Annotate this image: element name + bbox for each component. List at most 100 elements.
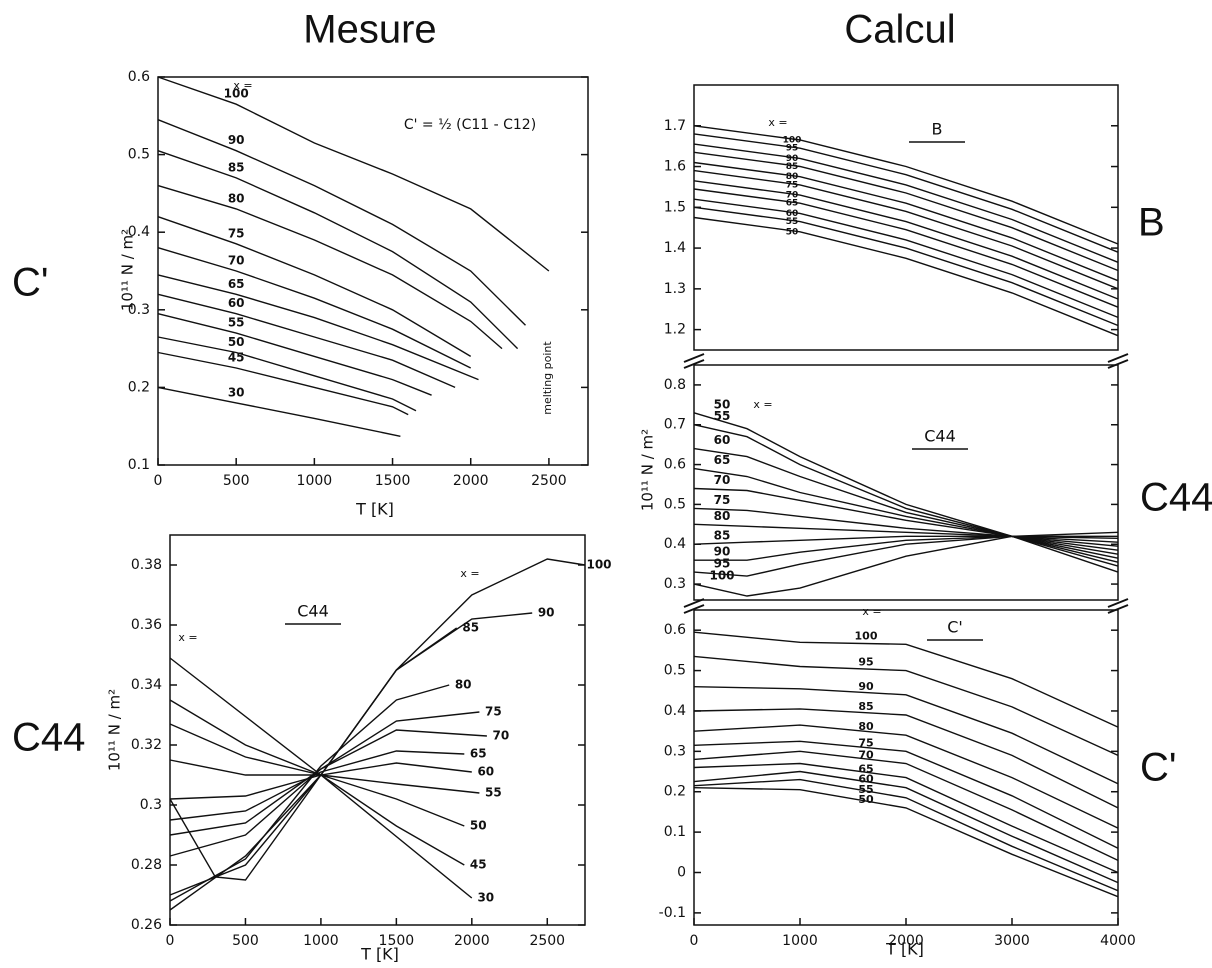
series-label: 50 [228, 335, 245, 349]
series-label: 95 [786, 144, 799, 154]
y-tick-label: 1.5 [664, 199, 686, 215]
panel-title: C44 [924, 427, 956, 446]
series-label: 45 [228, 351, 245, 365]
plot-frame [157, 76, 589, 466]
annotation: x = [753, 398, 772, 411]
series-label: 80 [228, 191, 245, 205]
series-label: 45 [470, 858, 487, 872]
series-label: 70 [786, 191, 799, 201]
series-label: 80 [786, 172, 799, 182]
plot-frame [169, 534, 586, 926]
data-line [157, 336, 417, 412]
data-line [693, 708, 1119, 809]
data-line [693, 151, 1119, 272]
series-label: 90 [228, 133, 245, 147]
x-tick-label: 2500 [531, 473, 567, 489]
series-label: 90 [786, 154, 799, 164]
data-line [157, 150, 519, 350]
series-label: 75 [714, 493, 731, 507]
y-tick-label: 0.5 [664, 496, 686, 512]
series-label: 80 [714, 509, 731, 523]
panel-title: C' = ½ (C11 - C12) [404, 117, 536, 133]
data-line [693, 180, 1119, 300]
y-tick-label: 0.38 [131, 557, 162, 573]
data-line [169, 711, 480, 857]
series-label: 70 [493, 729, 510, 743]
y-axis-label: 10¹¹ N / m² [106, 689, 124, 771]
data-line [157, 351, 409, 416]
data-line [169, 699, 465, 866]
panel-title: B [932, 120, 943, 139]
series-label: 50 [858, 793, 874, 806]
annotation: x = [460, 567, 479, 580]
series-label: 50 [786, 227, 799, 237]
y-tick-label: 1.6 [664, 159, 686, 175]
y-tick-label: 0.6 [664, 457, 686, 473]
y-axis-label: 10¹¹ N / m² [119, 229, 137, 311]
x-tick-label: 1500 [375, 473, 411, 489]
row-label: C' [1140, 746, 1177, 790]
plot-frame [693, 609, 1119, 926]
data-line [693, 412, 1119, 573]
series-label: 85 [786, 162, 799, 172]
data-line [693, 143, 1119, 263]
series-label: 65 [228, 277, 245, 291]
annotation: melting point [541, 341, 554, 415]
x-tick-label: 2500 [529, 933, 565, 949]
series-label: 50 [714, 397, 731, 411]
y-axis-label: 10¹¹ N / m² [639, 429, 657, 511]
y-tick-label: 0.32 [131, 737, 162, 753]
data-line [693, 133, 1119, 253]
y-tick-label: 0.6 [128, 69, 150, 85]
x-tick-label: 4000 [1100, 933, 1136, 949]
series-label: 50 [470, 819, 487, 833]
series-label: 85 [858, 700, 873, 713]
x-axis-label: T [K] [885, 940, 924, 959]
panel-title: C44 [297, 602, 329, 621]
data-line [157, 247, 472, 369]
data-line [169, 684, 450, 902]
x-axis-label: T [K] [360, 945, 399, 964]
y-tick-label: 0.5 [664, 663, 686, 679]
row-label: B [1138, 201, 1165, 245]
series-label: 30 [477, 891, 494, 905]
x-tick-label: 0 [166, 933, 175, 949]
y-tick-label: 0.7 [664, 417, 686, 433]
x-tick-label: 1500 [379, 933, 415, 949]
data-line [157, 313, 432, 396]
series-label: 30 [228, 385, 245, 399]
data-line [693, 216, 1119, 337]
series-label: 75 [786, 180, 799, 190]
y-tick-label: 0.3 [664, 576, 686, 592]
data-line [169, 558, 586, 881]
data-line [693, 724, 1119, 829]
annotation: x = [862, 605, 881, 618]
series-label: 60 [477, 765, 494, 779]
y-tick-label: 1.2 [664, 322, 686, 338]
y-tick-label: 0.4 [664, 536, 686, 552]
series-label: 60 [858, 773, 874, 786]
annotation: x = [178, 631, 197, 644]
y-tick-label: 0 [677, 865, 686, 881]
series-label: 100 [224, 87, 249, 101]
series-label: 60 [714, 433, 731, 447]
data-line [693, 188, 1119, 308]
y-tick-label: 0.2 [128, 379, 150, 395]
y-tick-label: 1.3 [664, 281, 686, 297]
x-tick-label: 1000 [782, 933, 818, 949]
y-tick-label: 0.4 [128, 224, 150, 240]
annotation: x = [233, 79, 252, 92]
data-line [693, 206, 1119, 327]
data-line [693, 655, 1119, 757]
data-line [693, 778, 1119, 892]
y-tick-label: 1.7 [664, 118, 686, 134]
data-line [693, 169, 1119, 290]
data-line [169, 750, 465, 821]
series-label: 85 [462, 621, 479, 635]
data-line [693, 686, 1119, 785]
x-tick-label: 2000 [888, 933, 924, 949]
row-label: C44 [1140, 476, 1212, 520]
series-label: 95 [714, 557, 731, 571]
column-header: Calcul [844, 8, 955, 52]
